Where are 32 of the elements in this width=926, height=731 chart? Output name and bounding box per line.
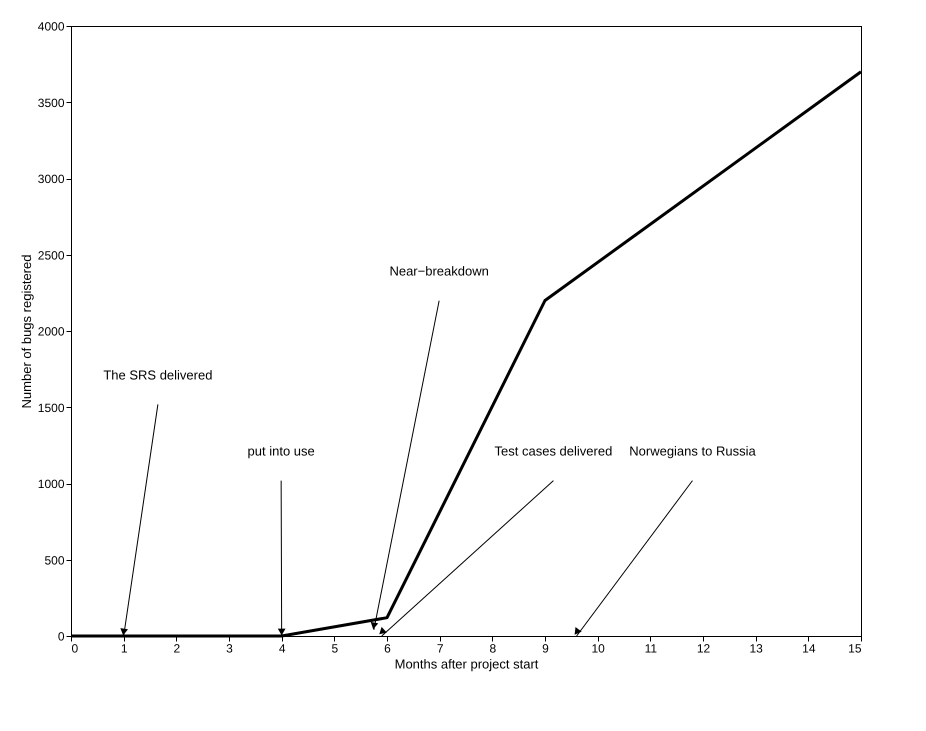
x-tick-label: 14 (802, 642, 816, 656)
x-tick-label: 2 (173, 642, 180, 656)
y-tick-label: 3500 (38, 96, 65, 110)
x-tick-label: 4 (278, 642, 286, 656)
annotation: put into use (248, 444, 315, 459)
x-tick-label: 13 (749, 642, 764, 656)
x-tick-label: 12 (696, 642, 710, 656)
y-tick-label: 4000 (38, 20, 65, 34)
y-tick-label: 1000 (38, 477, 65, 491)
annotation: Near−breakdown (389, 264, 489, 279)
y-tick-label: 2000 (38, 324, 65, 338)
x-tick-label: 11 (644, 642, 658, 656)
y-tick-label: 1500 (38, 400, 65, 415)
y-tick-label: 500 (44, 553, 65, 568)
x-tick-label: 8 (489, 642, 496, 656)
annotation: The SRS delivered (103, 367, 212, 382)
x-axis-title: Months after project start (394, 656, 539, 672)
y-tick-label: 0 (58, 630, 65, 644)
y-tick-label: 2500 (38, 248, 65, 262)
y-axis-title: Number of bugs registered (18, 254, 34, 408)
annotation: Norwegians to Russia (629, 444, 756, 459)
x-tick-label: 3 (226, 642, 234, 656)
x-tick-label: 10 (591, 642, 606, 656)
x-tick-label: 15 (848, 642, 862, 656)
x-tick-label: 7 (436, 642, 444, 656)
x-tick-label: 6 (384, 642, 392, 656)
x-tick-label: 1 (120, 642, 128, 656)
annotation: Test cases delivered (494, 444, 612, 459)
y-tick-label: 3000 (38, 172, 65, 186)
x-tick-label: 0 (72, 642, 78, 656)
x-tick-label: 5 (331, 642, 338, 656)
x-tick-label: 9 (542, 642, 550, 656)
